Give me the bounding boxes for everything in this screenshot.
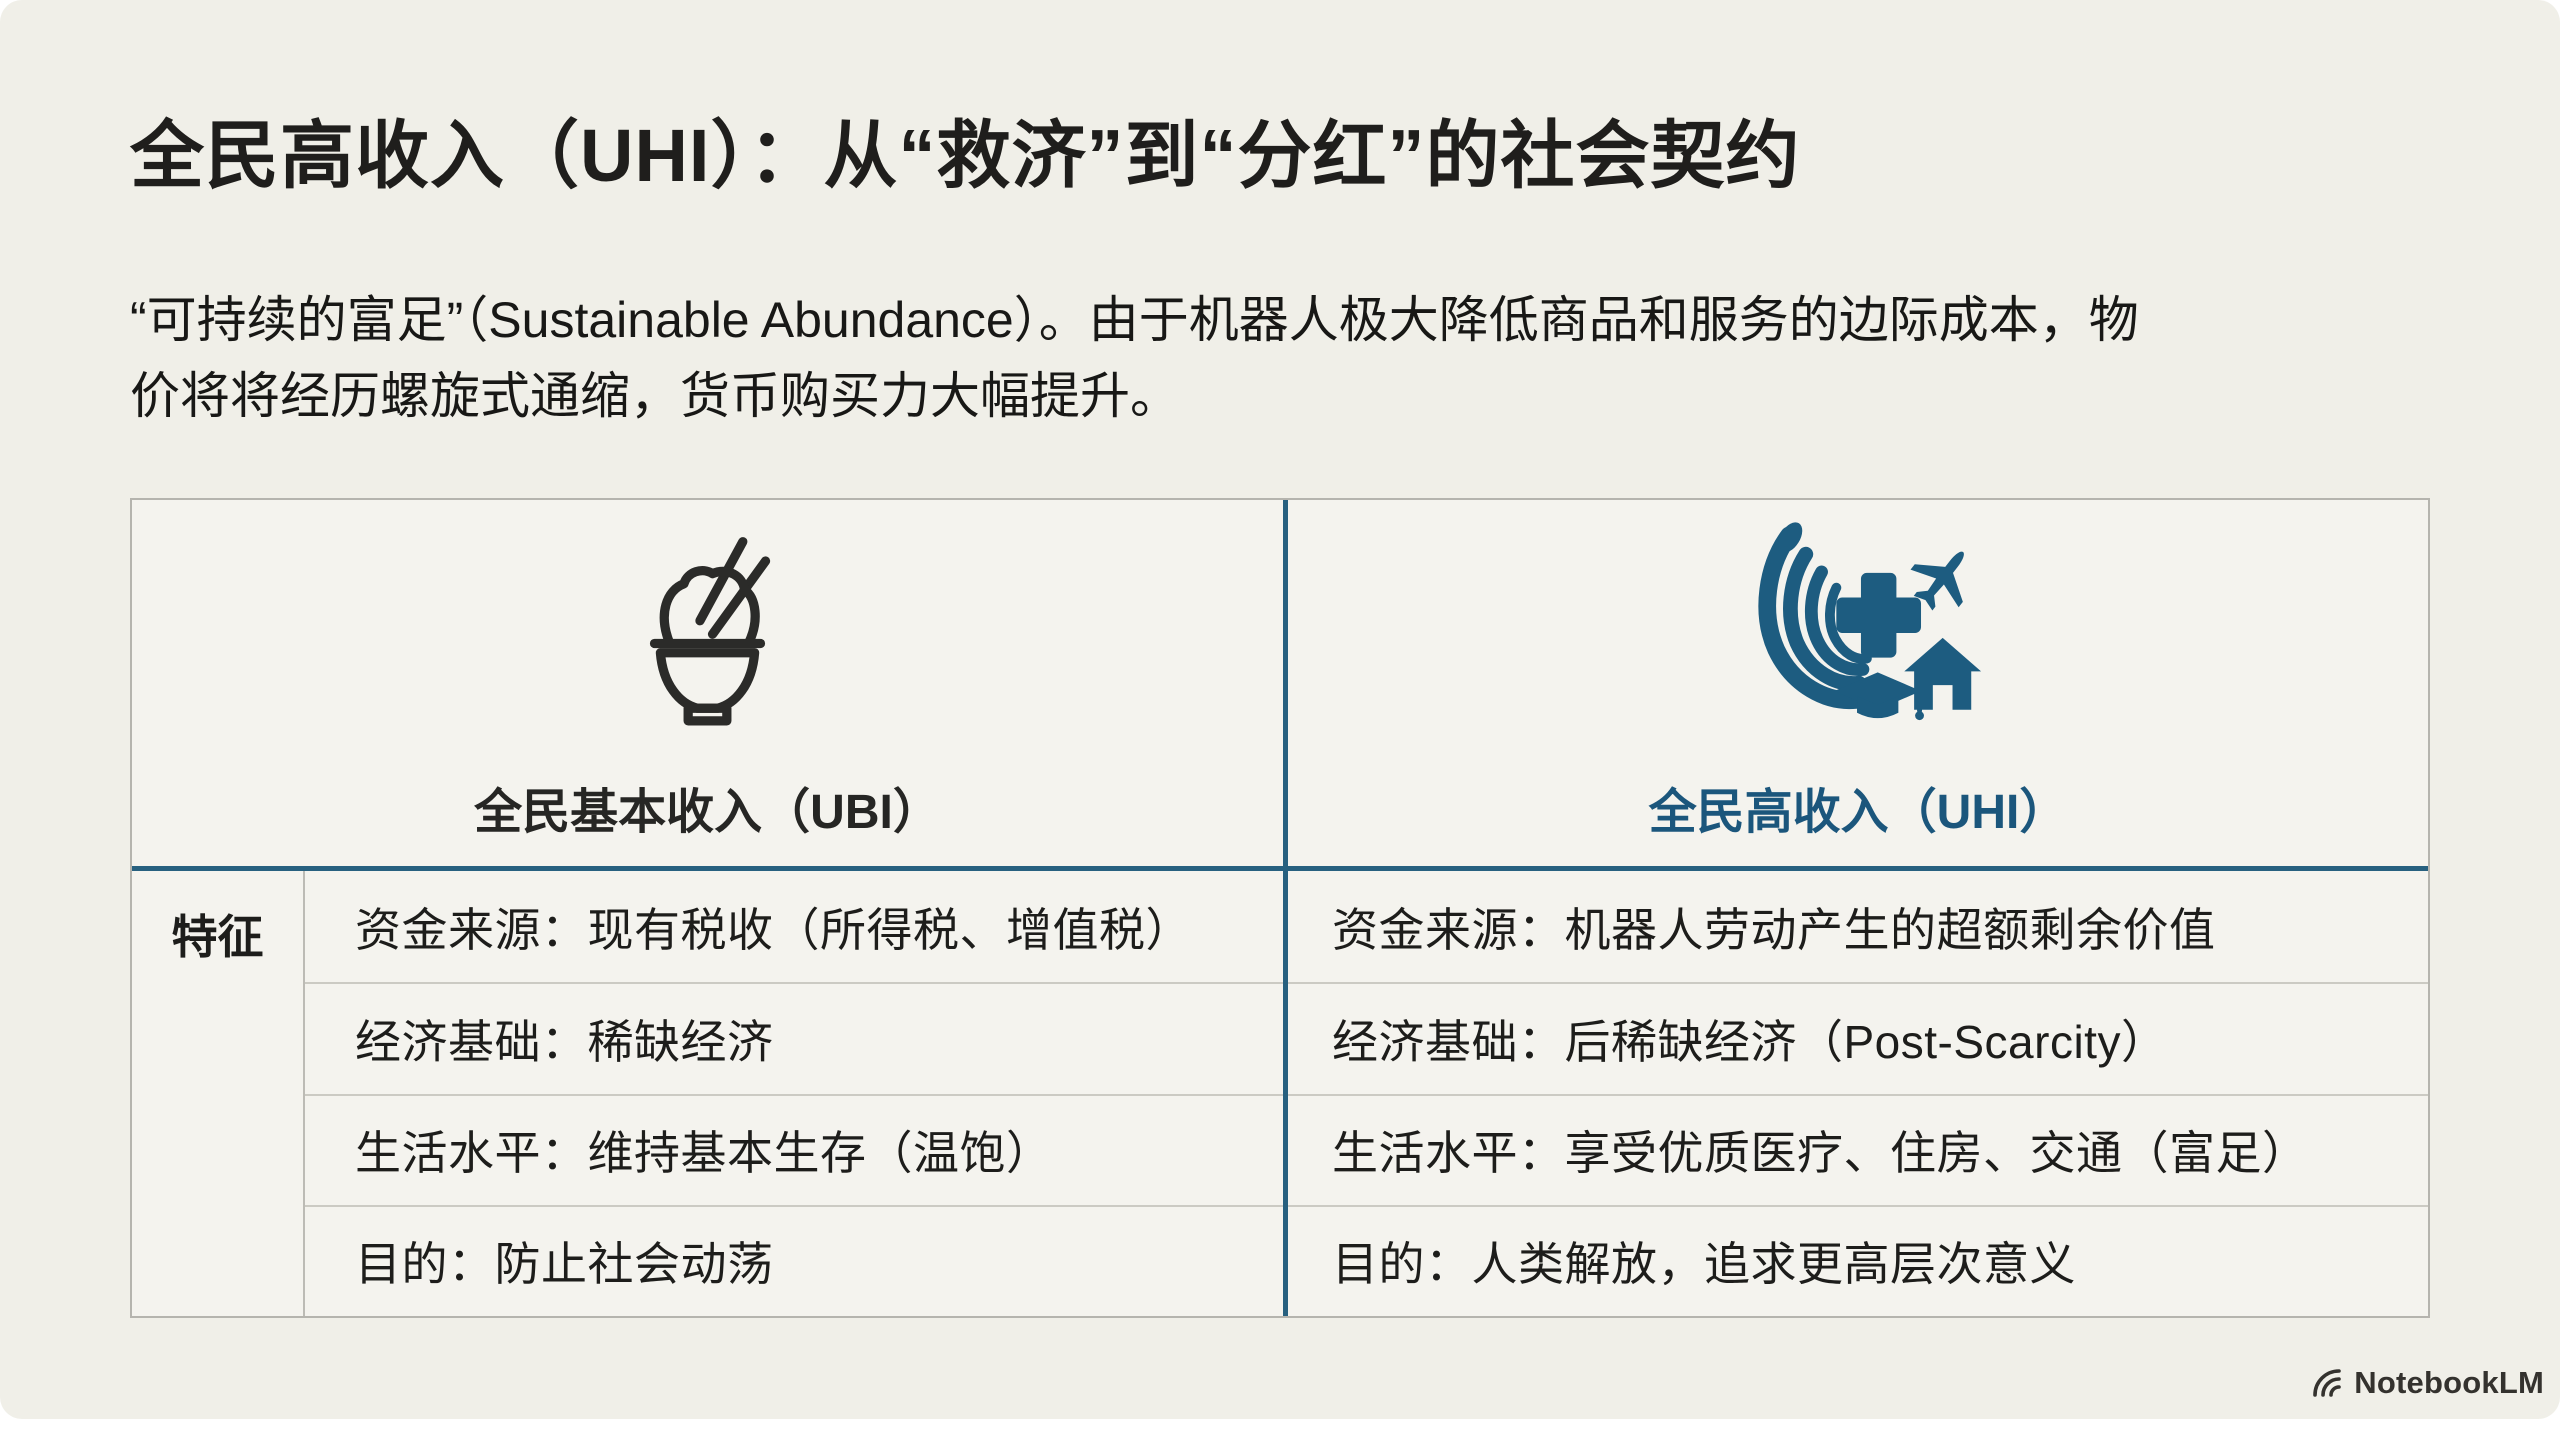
table-cell-funding-uhi: 资金来源：机器人劳动产生的超额剩余价值 [1332, 903, 2216, 956]
rice-bowl-icon [615, 514, 800, 746]
table-cell-living-ubi: 生活水平：维持基本生存（温饱） [305, 1093, 1283, 1205]
column-label-uhi: 全民高收入（UHI） [1648, 786, 2068, 839]
column-header-ubi: 全民基本收入（UBI） [132, 500, 1283, 866]
cornucopia-icon [1730, 514, 1986, 746]
table-cell-funding-ubi: 资金来源：现有税收（所得税、增值税） [355, 903, 1192, 956]
header-separator [132, 866, 2428, 871]
notebooklm-label: NotebookLM [2354, 1365, 2544, 1400]
notebooklm-branding: NotebookLM [2309, 1365, 2544, 1401]
page-title: 全民高收入（UHI）：从“救济”到“分红”的社会契约 [130, 114, 1801, 197]
column-label-ubi: 全民基本收入（UBI） [474, 786, 941, 839]
notebooklm-icon [2309, 1368, 2345, 1399]
table-cell-living-uhi: 生活水平：享受优质医疗、住房、交通（富足） [1288, 1093, 2428, 1205]
row-header-features: 特征 [132, 871, 305, 1316]
table-cell-purpose-uhi: 目的：人类解放，追求更高层次意义 [1288, 1204, 2428, 1316]
column-divider [1283, 500, 1288, 1316]
column-header-uhi: 全民高收入（UHI） [1288, 500, 2428, 866]
intro-paragraph: “可持续的富足”（Sustainable Abundance）。由于机器人极大降… [130, 292, 2139, 424]
table-cell-economy-uhi: 经济基础：后稀缺经济（Post-Scarcity） [1288, 982, 2428, 1093]
table-cell-economy-ubi: 经济基础：稀缺经济 [305, 982, 1283, 1093]
table-cell-purpose-ubi: 目的：防止社会动荡 [305, 1204, 1283, 1316]
comparison-table: 全民基本收入（UBI） [130, 498, 2430, 1318]
